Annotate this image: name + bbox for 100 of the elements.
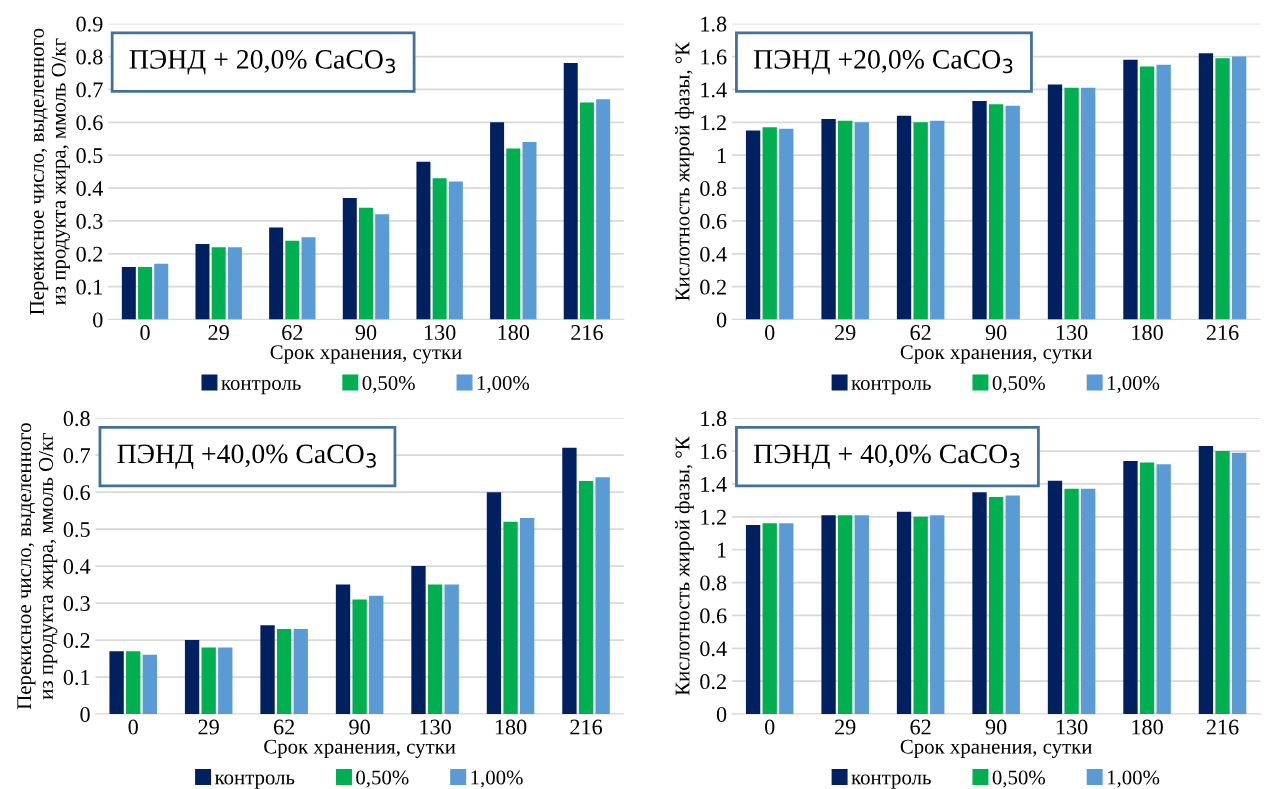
x-tick-label: 216 [570, 719, 603, 735]
legend-label: контроль [214, 774, 295, 789]
y-tick-label: 0.6 [700, 608, 727, 624]
y-axis-title: Перекисное число, выделенного из продукта жира, ммоль О/кг [30, 28, 71, 315]
bar [138, 266, 153, 320]
bar [154, 263, 169, 320]
bar [896, 115, 912, 320]
bar [1198, 446, 1214, 715]
x-axis-title: Срок хранения, сутки [900, 739, 1092, 758]
x-tick-label: 216 [1206, 325, 1239, 341]
bar [486, 492, 502, 715]
bar [1123, 460, 1138, 715]
bar [913, 122, 928, 320]
x-tick-label: 130 [1056, 325, 1088, 341]
bar [578, 481, 594, 715]
x-tick-label: 180 [1132, 325, 1163, 341]
bar [1156, 464, 1171, 715]
bar [227, 247, 242, 320]
y-tick-label: 0.3 [76, 213, 103, 229]
bar [745, 130, 761, 320]
bar [211, 247, 226, 320]
x-tick-label: 180 [498, 325, 530, 341]
bar [1231, 452, 1247, 715]
bar [821, 119, 836, 320]
bar [838, 120, 853, 320]
y-tick-label: 0.1 [76, 279, 103, 295]
bar [1231, 56, 1247, 320]
bar [276, 628, 292, 715]
bar [1139, 462, 1155, 715]
y-tick-label: 0.4 [700, 246, 727, 262]
bar [930, 515, 945, 715]
x-tick-label: 62 [910, 719, 931, 735]
y-tick-label: 1.8 [701, 411, 727, 427]
y-tick-label: 0.5 [76, 148, 103, 164]
bar [896, 511, 912, 715]
bar [121, 266, 136, 320]
y-tick-label: 0.6 [63, 485, 90, 501]
bar [427, 584, 443, 715]
x-tick-label: 29 [208, 325, 229, 341]
y-tick-label: 1.2 [701, 115, 726, 131]
legend-label: 0,50% [992, 375, 1045, 393]
bar [745, 525, 761, 715]
bar [301, 237, 316, 320]
bar [838, 515, 853, 715]
x-tick-label: 0 [128, 719, 138, 735]
y-tick-label: 0.7 [76, 82, 103, 98]
bar [416, 161, 431, 320]
y-axis-title: Перекисное число, выделенного из продукта жира, ммоль О/кг [17, 423, 58, 710]
bar [352, 599, 367, 715]
bar [562, 447, 577, 715]
x-axis-title: Срок хранения, сутки [900, 345, 1092, 364]
x-tick-label: 0 [765, 325, 775, 341]
bar [1081, 488, 1096, 715]
x-tick-label: 90 [985, 325, 1007, 341]
bar [988, 497, 1004, 715]
legend-label: 1,00% [477, 375, 530, 393]
bar [375, 214, 390, 320]
y-tick-label: 0.6 [700, 213, 727, 229]
bar [285, 240, 300, 320]
bar [522, 142, 537, 320]
y-tick-label: 0.2 [76, 246, 103, 262]
bar [930, 120, 945, 320]
legend-label: контроль [851, 774, 931, 789]
bar [854, 515, 869, 715]
legend-label: 1,00% [1107, 770, 1160, 788]
y-tick-label: 0 [716, 312, 727, 328]
x-tick-label: 216 [571, 325, 603, 341]
bar [142, 654, 157, 715]
bar [520, 518, 535, 715]
bar [126, 651, 141, 715]
bar [195, 243, 210, 320]
y-tick-label: 0.8 [700, 575, 727, 591]
bar [342, 197, 357, 320]
bar [762, 127, 777, 320]
y-tick-label: 0.6 [76, 115, 103, 131]
bar [201, 647, 216, 715]
annotation: ПЭНД + 40,0% CaCO$_{3}$ [753, 444, 1020, 469]
y-tick-label: 0 [93, 312, 103, 328]
bar [269, 227, 284, 320]
bar [972, 100, 987, 320]
bar [358, 207, 373, 320]
legend-label: 0,50% [362, 375, 415, 393]
y-tick-label: 1.4 [701, 476, 727, 492]
bar [1005, 105, 1020, 320]
x-tick-label: 62 [282, 325, 303, 341]
annotation: ПЭНД + 20,0% CaCO$_{3}$ [129, 50, 396, 75]
y-tick-label: 0.4 [76, 180, 103, 197]
x-axis-title: Срок хранения, сутки [270, 345, 462, 364]
y-tick-label: 1.6 [701, 444, 727, 460]
x-axis-title: Срок хранения, сутки [264, 739, 456, 758]
y-tick-label: 1 [717, 148, 726, 163]
bar [335, 584, 351, 715]
legend-label: контроль [221, 379, 301, 395]
bar [432, 178, 447, 320]
bar [1215, 451, 1230, 715]
x-tick-label: 0 [140, 325, 150, 341]
bar [448, 181, 463, 320]
y-axis-title: Кислотность жирой фазы, °К [674, 436, 694, 696]
x-tick-label: 90 [985, 719, 1007, 735]
bar [972, 492, 987, 715]
